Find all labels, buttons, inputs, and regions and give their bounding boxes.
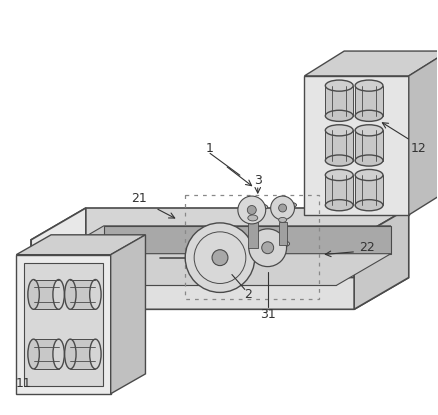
Polygon shape: [34, 280, 59, 309]
Ellipse shape: [355, 80, 383, 91]
Polygon shape: [325, 175, 353, 205]
Polygon shape: [355, 130, 383, 161]
Ellipse shape: [355, 110, 383, 121]
Ellipse shape: [262, 242, 274, 254]
Polygon shape: [279, 222, 286, 245]
Ellipse shape: [325, 169, 353, 181]
Ellipse shape: [273, 202, 297, 208]
Polygon shape: [248, 220, 258, 248]
Text: 3: 3: [254, 174, 261, 187]
Ellipse shape: [325, 125, 353, 136]
Polygon shape: [355, 175, 383, 205]
Polygon shape: [34, 339, 59, 369]
Polygon shape: [49, 226, 391, 258]
Ellipse shape: [185, 223, 255, 293]
Text: 11: 11: [15, 377, 31, 391]
Ellipse shape: [90, 339, 101, 369]
Polygon shape: [325, 85, 353, 116]
Polygon shape: [31, 278, 409, 309]
Polygon shape: [104, 226, 391, 254]
Ellipse shape: [247, 205, 256, 215]
Polygon shape: [31, 208, 409, 240]
Ellipse shape: [248, 215, 258, 221]
Ellipse shape: [212, 250, 228, 266]
Ellipse shape: [238, 196, 266, 224]
Polygon shape: [49, 258, 336, 286]
Polygon shape: [16, 235, 145, 255]
Polygon shape: [325, 130, 353, 161]
Polygon shape: [24, 263, 103, 386]
Ellipse shape: [355, 125, 383, 136]
Ellipse shape: [355, 200, 383, 211]
Ellipse shape: [279, 217, 286, 222]
Ellipse shape: [53, 280, 64, 309]
Polygon shape: [111, 235, 145, 394]
Ellipse shape: [279, 204, 286, 212]
Ellipse shape: [325, 155, 353, 166]
Polygon shape: [304, 76, 409, 215]
Polygon shape: [49, 254, 391, 286]
Ellipse shape: [325, 200, 353, 211]
Polygon shape: [355, 85, 383, 116]
Polygon shape: [16, 255, 111, 394]
Text: 31: 31: [260, 308, 276, 321]
Polygon shape: [31, 240, 354, 309]
Ellipse shape: [53, 339, 64, 369]
Polygon shape: [31, 208, 86, 309]
Ellipse shape: [65, 339, 76, 369]
Bar: [185, 195, 319, 299]
Ellipse shape: [325, 80, 353, 91]
Text: 12: 12: [411, 142, 427, 155]
Ellipse shape: [90, 280, 101, 309]
Polygon shape: [354, 208, 409, 309]
Text: 21: 21: [131, 192, 146, 205]
Ellipse shape: [249, 229, 286, 266]
Polygon shape: [71, 339, 95, 369]
Ellipse shape: [252, 239, 290, 249]
Ellipse shape: [28, 280, 39, 309]
Polygon shape: [409, 51, 438, 215]
Ellipse shape: [65, 280, 76, 309]
Ellipse shape: [271, 196, 294, 220]
Ellipse shape: [355, 169, 383, 181]
Polygon shape: [304, 51, 438, 76]
Text: 2: 2: [244, 288, 252, 301]
Polygon shape: [71, 280, 95, 309]
Ellipse shape: [240, 203, 268, 211]
Ellipse shape: [325, 110, 353, 121]
Ellipse shape: [189, 243, 259, 261]
Text: 22: 22: [359, 241, 375, 254]
Text: 1: 1: [206, 142, 214, 155]
Ellipse shape: [355, 155, 383, 166]
Ellipse shape: [28, 339, 39, 369]
